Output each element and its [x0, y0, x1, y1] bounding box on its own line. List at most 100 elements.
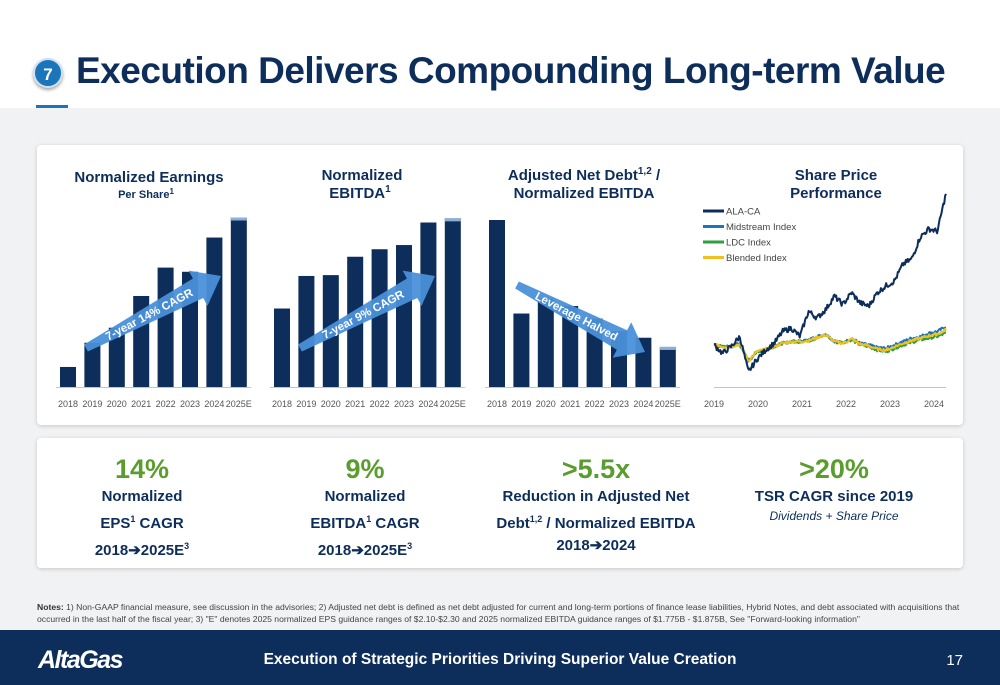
ebitda-bar-2022	[371, 249, 388, 387]
kpi-tsr-label-1: TSR CAGR since 2019	[754, 488, 914, 505]
share-xtick-2023: 2023	[880, 399, 900, 409]
share-xtick-2021: 2021	[792, 399, 812, 409]
ebitda-xtick-2023: 2023	[394, 399, 414, 409]
share-xtick-2020: 2020	[748, 399, 768, 409]
ebitda-bar-chart: 2018 2019 2020 2021 2022 2023 2024 2025E7-year …	[270, 218, 466, 409]
share-price-line-chart: 2019 2020 2021 2022 2023 2024 ALA-CA Midstream …	[703, 193, 947, 409]
charts-area: Normalized Earnings Per Share1 Normalize…	[56, 166, 947, 409]
kpi-debt-value: >5.5x	[561, 454, 631, 484]
kpi-debt-label-3: 2018➔2024	[556, 537, 636, 554]
series-line-ala-ca	[713, 193, 947, 371]
ebitda-chart-title-line2: EBITDA1	[329, 184, 391, 202]
debt-bar-2025E	[659, 346, 676, 387]
ebitda-xtick-2025E: 2025E	[440, 399, 466, 409]
notes-text: 1) Non-GAAP financial measure, see discu…	[37, 602, 960, 624]
footer-tagline: Execution of Strategic Priorities Drivin…	[263, 651, 737, 668]
kpi-eps-label-1: Normalized	[101, 488, 183, 505]
debt-annotation-arrow: Leverage Halved	[515, 281, 646, 358]
ebitda-bar-2024	[420, 222, 437, 387]
ebitda-xtick-2018: 2018	[272, 399, 292, 409]
ebitda-xtick-2020: 2020	[321, 399, 341, 409]
kpi-eps-label-2: EPS1 CAGR	[100, 514, 184, 532]
legend-label-2: LDC Index	[726, 238, 771, 249]
kpi-eps-value: 14%	[114, 454, 170, 484]
eps-chart-title: Normalized Earnings	[74, 169, 223, 186]
ebitda-chart-title-line1: Normalized	[322, 167, 403, 184]
kpi-panel	[37, 438, 963, 568]
debt-chart-title-line2: Normalized EBITDA	[514, 185, 655, 202]
debt-bar-2018	[489, 220, 505, 387]
eps-xtick-2018: 2018	[58, 399, 78, 409]
share-xtick-2022: 2022	[836, 399, 856, 409]
share-chart-title-line1: Share Price	[795, 167, 878, 184]
debt-bar-chart: 2018 2019 2020 2021 2022 2023 2024 2025E Leverag…	[485, 220, 681, 409]
debt-chart-title-line1: Adjusted Net Debt1,2 /	[508, 166, 661, 184]
share-xtick-2019: 2019	[704, 399, 724, 409]
debt-xtick-2018: 2018	[487, 399, 507, 409]
ebitda-xtick-2024: 2024	[418, 399, 438, 409]
kpi-tsr: >20% TSR CAGR since 2019 Dividends + Sha…	[724, 452, 944, 524]
page-title: Execution Delivers Compounding Long-term…	[76, 50, 946, 91]
debt-bar-cap-2025E	[659, 346, 676, 350]
debt-bar-2019	[513, 313, 530, 387]
ebitda-xtick-2019: 2019	[296, 399, 316, 409]
kpi-eps-label-3: 2018➔2025E3	[94, 541, 190, 559]
eps-xtick-2019: 2019	[82, 399, 102, 409]
kpi-tsr-sub: Dividends + Share Price	[769, 509, 899, 523]
notes-label: Notes:	[37, 602, 64, 612]
ebitda-xtick-2021: 2021	[345, 399, 365, 409]
eps-xtick-2020: 2020	[107, 399, 127, 409]
eps-xtick-2022: 2022	[156, 399, 176, 409]
series-line-midstream-index	[713, 326, 947, 363]
debt-xtick-2023: 2023	[609, 399, 629, 409]
eps-xtick-2024: 2024	[204, 399, 224, 409]
kpi-tsr-value: >20%	[799, 454, 869, 484]
eps-bar-2022	[157, 267, 174, 387]
eps-chart-subtitle: Per Share1	[118, 187, 174, 201]
eps-xtick-2023: 2023	[180, 399, 200, 409]
page-number: 17	[946, 652, 963, 669]
series-line-blended-index	[713, 328, 947, 362]
debt-bar-2021	[562, 306, 579, 387]
kpi-eps: 14% Normalized EPS1 CAGR 2018➔2025E3	[32, 452, 252, 562]
ebitda-bar-2023	[396, 245, 412, 387]
footnotes: Notes: 1) Non-GAAP financial measure, se…	[37, 602, 967, 625]
eps-bar-2019	[84, 342, 101, 387]
share-chart-title-line2: Performance	[790, 185, 882, 202]
header-area	[0, 0, 1000, 108]
debt-xtick-2020: 2020	[536, 399, 556, 409]
kpi-ebitda-label-2: EBITDA1 CAGR	[310, 514, 420, 532]
ebitda-bar-cap-2025E	[444, 218, 461, 222]
eps-bar-chart: 2018 2019 2020 2021 2022 2023 2024 2025E7-year …	[56, 217, 252, 409]
kpi-debt-label-1: Reduction in Adjusted Net	[502, 488, 690, 505]
ebitda-xtick-2022: 2022	[370, 399, 390, 409]
legend-label-1: Midstream Index	[726, 222, 796, 233]
kpi-debt: >5.5x Reduction in Adjusted Net Debt1,2 …	[466, 452, 726, 557]
kpi-ebitda-label-3: 2018➔2025E3	[317, 541, 413, 559]
ebitda-bar-2019	[298, 275, 315, 387]
kpi-ebitda-value: 9%	[345, 454, 385, 484]
kpi-ebitda: 9% Normalized EBITDA1 CAGR 2018➔2025E3	[255, 452, 475, 562]
eps-bar-2025E	[230, 217, 247, 387]
debt-bar-2020	[537, 298, 554, 387]
kpi-ebitda-label-1: Normalized	[324, 488, 406, 505]
kpi-debt-label-2: Debt1,2 / Normalized EBITDA	[496, 514, 696, 532]
eps-bar-2020	[108, 327, 125, 387]
legend-label-3: Blended Index	[726, 253, 787, 264]
debt-xtick-2019: 2019	[511, 399, 531, 409]
debt-xtick-2024: 2024	[633, 399, 653, 409]
eps-xtick-2025E: 2025E	[226, 399, 252, 409]
footer-bar	[0, 630, 1000, 685]
altagas-logo: AltaGas	[38, 646, 123, 674]
debt-xtick-2021: 2021	[560, 399, 580, 409]
share-xtick-2024: 2024	[924, 399, 944, 409]
eps-bar-2024	[206, 237, 223, 387]
eps-xtick-2021: 2021	[131, 399, 151, 409]
section-number-badge: 7	[33, 58, 63, 88]
eps-bar-2018	[60, 366, 76, 387]
ebitda-bar-2025E	[444, 218, 461, 387]
legend-label-0: ALA-CA	[726, 207, 761, 218]
ebitda-bar-2018	[274, 308, 290, 387]
eps-bar-cap-2025E	[230, 217, 247, 221]
title-accent-line	[36, 105, 68, 108]
